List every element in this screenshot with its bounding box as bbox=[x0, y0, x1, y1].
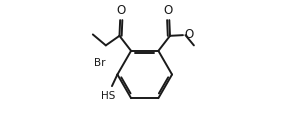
Text: O: O bbox=[184, 28, 194, 41]
Text: Br: Br bbox=[94, 58, 105, 68]
Text: O: O bbox=[117, 4, 126, 17]
Text: HS: HS bbox=[101, 91, 115, 101]
Text: O: O bbox=[164, 4, 173, 17]
